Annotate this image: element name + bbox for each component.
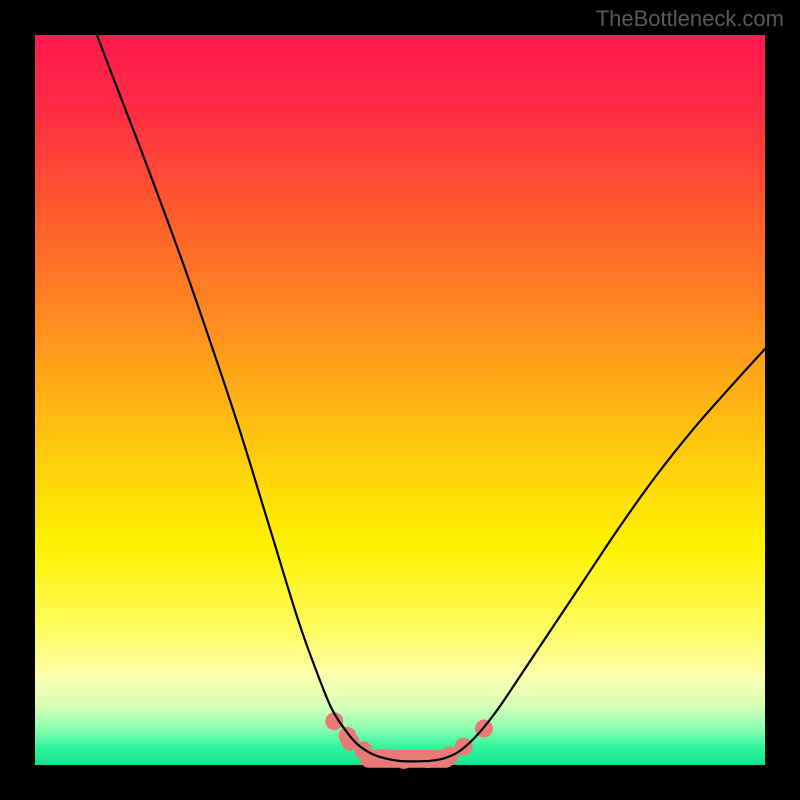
bottleneck-chart xyxy=(0,0,800,800)
watermark-text: TheBottleneck.com xyxy=(596,6,784,32)
plot-background xyxy=(35,35,765,765)
chart-svg xyxy=(0,0,800,800)
data-marker xyxy=(419,750,437,768)
